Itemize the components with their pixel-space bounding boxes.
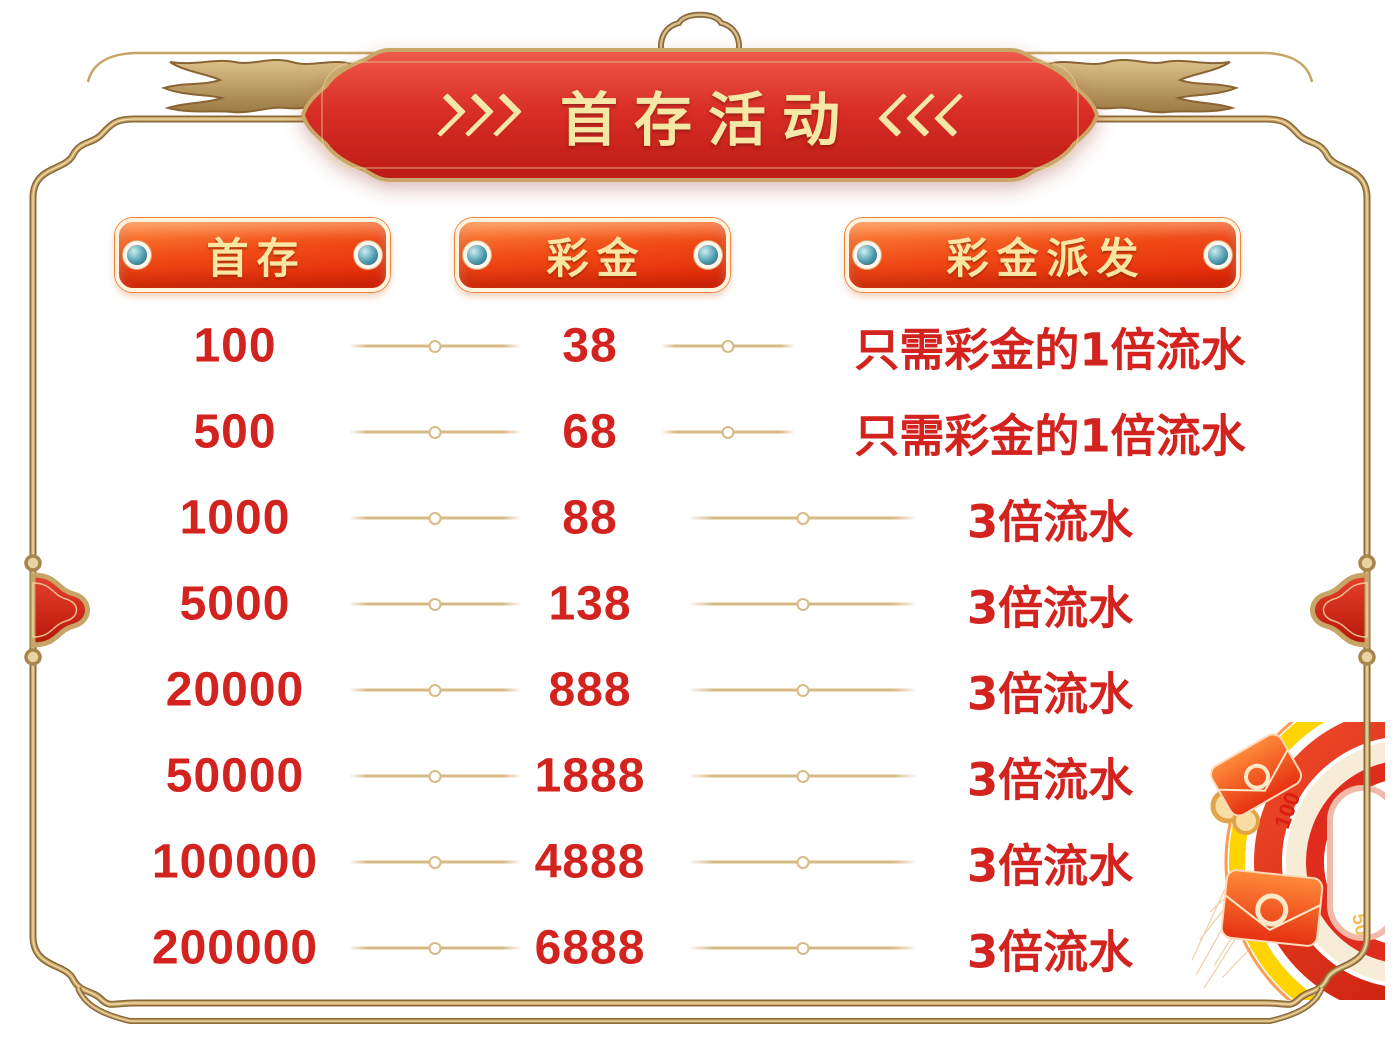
table-row: 200000 6888 3倍流水 bbox=[0, 905, 1400, 991]
table-header-row: 首存 彩金 彩金派发 bbox=[0, 218, 1400, 294]
pin-icon bbox=[358, 245, 378, 265]
header-bonus: 彩金 bbox=[455, 218, 730, 292]
pin-icon bbox=[467, 245, 487, 265]
bonus-value: 1888 bbox=[534, 749, 646, 803]
table-row: 1000 88 3倍流水 bbox=[0, 475, 1400, 561]
triple-chevron-left-icon bbox=[878, 93, 978, 137]
row-divider bbox=[662, 430, 794, 434]
table-row: 20000 888 3倍流水 bbox=[0, 647, 1400, 733]
pin-icon bbox=[1208, 245, 1228, 265]
header-deposit-label: 首存 bbox=[206, 233, 307, 283]
table-row: 500 68 只需彩金的1倍流水 bbox=[0, 389, 1400, 475]
header-deposit: 首存 bbox=[115, 218, 390, 292]
pin-icon bbox=[698, 245, 718, 265]
table-row: 100 38 只需彩金的1倍流水 bbox=[0, 303, 1400, 389]
deposit-value: 50000 bbox=[165, 749, 305, 803]
page-title: 首存活动 bbox=[559, 86, 856, 154]
turnover-requirement: 3倍流水 bbox=[966, 925, 1134, 979]
deposit-value: 500 bbox=[193, 405, 277, 459]
header-bonus-label: 彩金 bbox=[546, 233, 647, 283]
bonus-value: 888 bbox=[548, 663, 632, 717]
triple-chevron-right-icon bbox=[422, 93, 522, 137]
deposit-value: 100000 bbox=[151, 835, 319, 889]
turnover-requirement: 3倍流水 bbox=[966, 753, 1134, 807]
bonus-value: 4888 bbox=[534, 835, 646, 889]
deposit-value: 1000 bbox=[179, 491, 291, 545]
turnover-requirement: 只需彩金的1倍流水 bbox=[854, 323, 1246, 377]
header-payout-label: 彩金派发 bbox=[946, 233, 1147, 283]
turnover-requirement: 3倍流水 bbox=[966, 495, 1134, 549]
deposit-table: 100 38 只需彩金的1倍流水 500 68 只需彩金的1倍流水 1000 8… bbox=[0, 303, 1400, 991]
title-banner: 首存活动 bbox=[300, 46, 1100, 184]
table-row: 5000 138 3倍流水 bbox=[0, 561, 1400, 647]
pin-icon bbox=[857, 245, 877, 265]
table-row: 50000 1888 3倍流水 bbox=[0, 733, 1400, 819]
deposit-value: 100 bbox=[193, 319, 277, 373]
pin-icon bbox=[127, 245, 147, 265]
deposit-value: 5000 bbox=[179, 577, 291, 631]
header-payout: 彩金派发 bbox=[845, 218, 1240, 292]
turnover-requirement: 3倍流水 bbox=[966, 667, 1134, 721]
table-row: 100000 4888 3倍流水 bbox=[0, 819, 1400, 905]
turnover-requirement: 只需彩金的1倍流水 bbox=[854, 409, 1246, 463]
bonus-value: 88 bbox=[562, 491, 618, 545]
deposit-value: 200000 bbox=[151, 921, 319, 975]
turnover-requirement: 3倍流水 bbox=[966, 839, 1134, 893]
deposit-value: 20000 bbox=[165, 663, 305, 717]
turnover-requirement: 3倍流水 bbox=[966, 581, 1134, 635]
bonus-value: 138 bbox=[548, 577, 632, 631]
bonus-value: 6888 bbox=[534, 921, 646, 975]
row-divider bbox=[662, 344, 794, 348]
